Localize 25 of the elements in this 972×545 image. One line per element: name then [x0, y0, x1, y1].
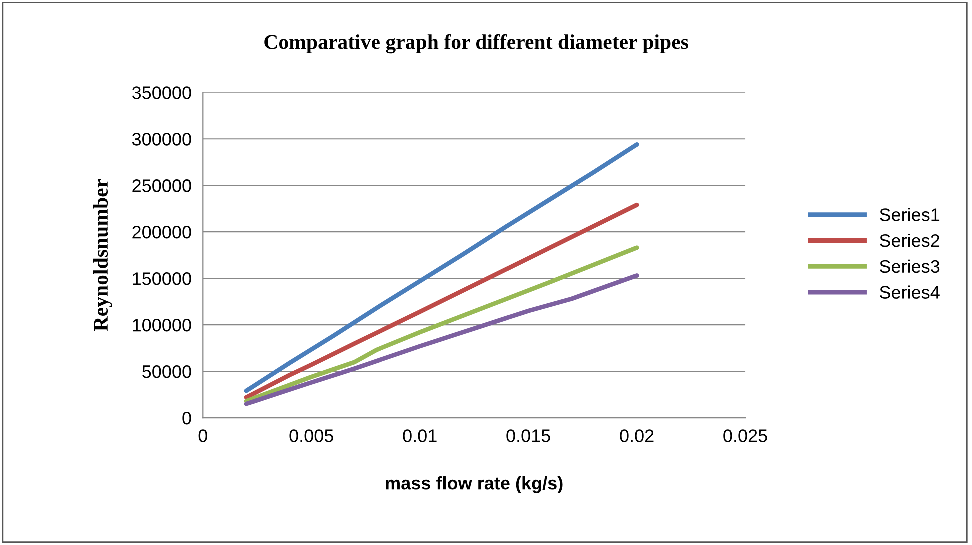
- x-tick-label: 0: [198, 430, 208, 442]
- x-axis-title: mass flow rate (kg/s): [386, 476, 563, 494]
- y-tick-label: 300000: [132, 133, 192, 146]
- chart-title: Comparative graph for different diameter pipes: [264, 34, 688, 54]
- legend-label: Series3: [880, 260, 940, 274]
- y-tick-label: 250000: [132, 180, 192, 192]
- x-tick-label: 0.015: [506, 430, 550, 442]
- legend-label: Series2: [880, 234, 940, 248]
- y-tick-label: 100000: [133, 318, 192, 332]
- legend-label: Series1: [880, 208, 940, 222]
- line-series: [244, 274, 640, 406]
- y-tick-label: 0: [182, 412, 192, 425]
- x-tick-label: 0.01: [403, 430, 437, 442]
- line-series: [244, 142, 640, 394]
- line-series: [244, 202, 640, 400]
- y-tick-label: 350000: [132, 86, 192, 100]
- legend-label: Series4: [880, 286, 940, 299]
- x-tick-label: 0.025: [724, 430, 768, 442]
- x-tick-label: 0.005: [290, 430, 334, 442]
- y-tick-label: 200000: [132, 226, 192, 239]
- y-tick-label: 150000: [133, 272, 192, 286]
- x-tick-label: 0.02: [620, 430, 654, 442]
- y-axis-title: Reynoldsnumber: [93, 179, 112, 332]
- y-tick-label: 50000: [142, 365, 192, 378]
- line-series: [244, 246, 640, 404]
